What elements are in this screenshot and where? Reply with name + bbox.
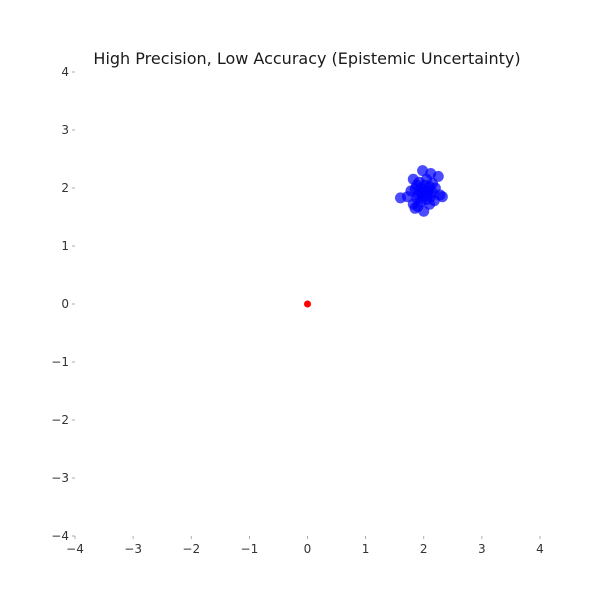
chart-title: High Precision, Low Accuracy (Epistemic … <box>93 49 520 68</box>
y-tick-label: −2 <box>51 413 69 427</box>
x-axis-ticks: −4 −3 −2 −1 0 1 2 3 4 <box>66 536 544 556</box>
y-tick-label: −1 <box>51 355 69 369</box>
x-tick-label: 0 <box>304 542 312 556</box>
x-tick-label: 2 <box>420 542 428 556</box>
y-tick-label: 4 <box>61 65 69 79</box>
y-tick-label: −3 <box>51 471 69 485</box>
x-tick-label: 4 <box>536 542 544 556</box>
y-tick-label: −4 <box>51 529 69 543</box>
data-points <box>304 165 448 308</box>
x-tick-label: −3 <box>124 542 142 556</box>
y-tick-label: 3 <box>61 123 69 137</box>
y-tick-label: 0 <box>61 297 69 311</box>
scatter-point-blue <box>395 192 406 204</box>
y-tick-label: 1 <box>61 239 69 253</box>
scatter-point-blue <box>418 205 430 217</box>
target-point-red <box>304 300 311 308</box>
scatter-point-blue <box>436 191 448 203</box>
y-tick-label: 2 <box>61 181 69 195</box>
x-tick-label: 1 <box>362 542 370 556</box>
scatter-point-blue <box>409 202 421 214</box>
x-tick-label: −1 <box>241 542 259 556</box>
x-tick-label: 3 <box>478 542 486 556</box>
x-tick-label: −4 <box>66 542 84 556</box>
y-axis-ticks: −4 −3 −2 −1 0 1 2 3 4 <box>51 65 75 543</box>
x-tick-label: −2 <box>182 542 200 556</box>
